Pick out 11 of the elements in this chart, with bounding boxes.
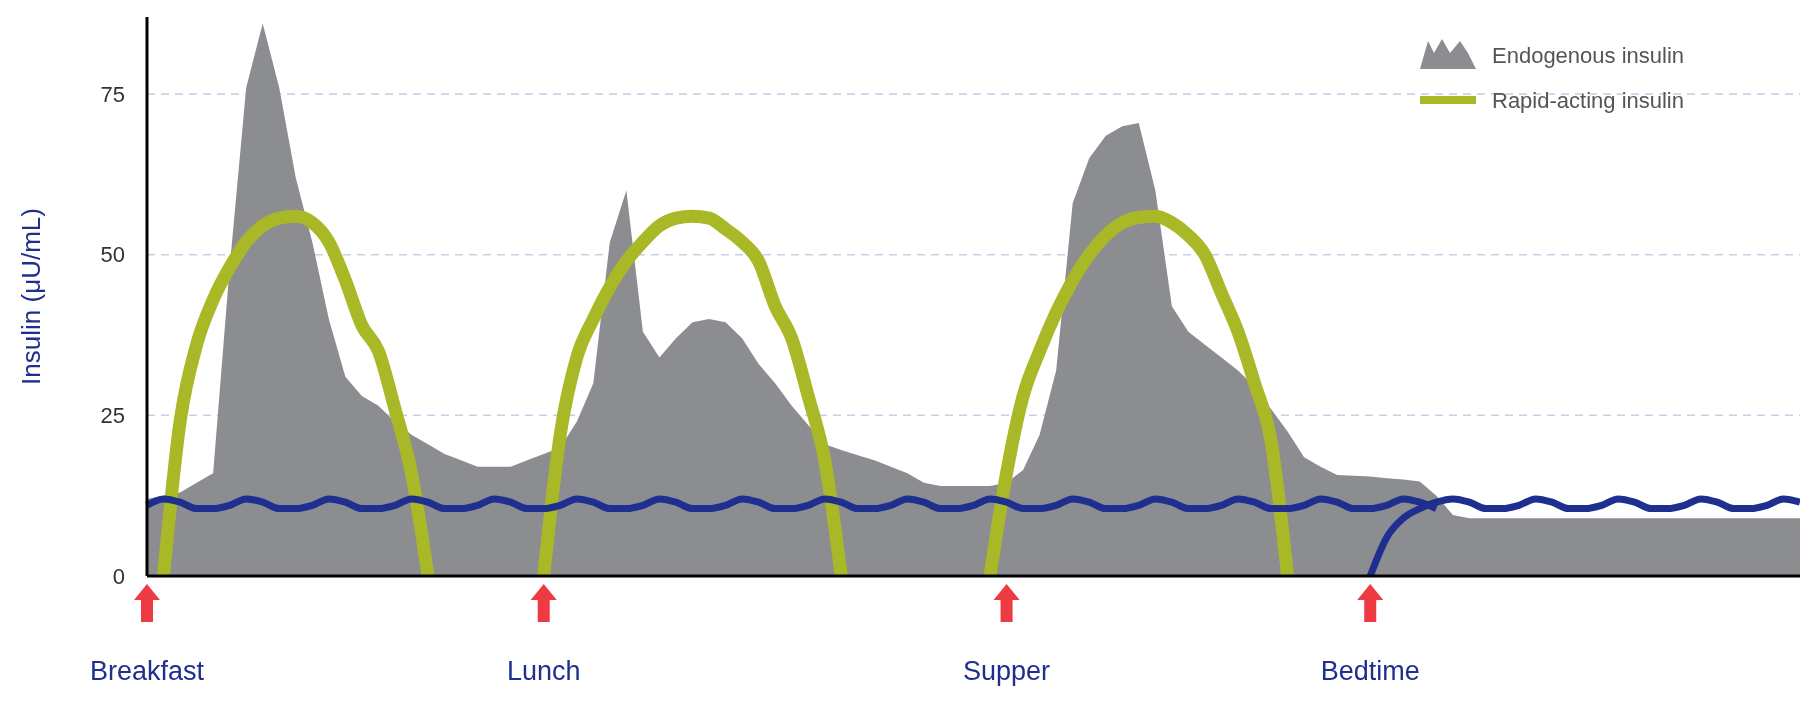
x-tick-label: Bedtime xyxy=(1320,656,1420,686)
y-axis-title: Insulin (μU/mL) xyxy=(16,208,46,385)
x-tick-label: Lunch xyxy=(506,656,581,686)
legend-label: Endogenous insulin xyxy=(1492,42,1685,68)
x-tick-label: Supper xyxy=(963,656,1051,686)
x-tick-label: Breakfast xyxy=(89,656,205,686)
y-tick-label: 75 xyxy=(100,81,125,107)
y-tick-label: 50 xyxy=(100,242,125,268)
y-tick-label: 0 xyxy=(112,563,125,589)
y-tick-label: 25 xyxy=(100,403,125,429)
legend-label: Rapid-acting insulin xyxy=(1492,87,1684,113)
